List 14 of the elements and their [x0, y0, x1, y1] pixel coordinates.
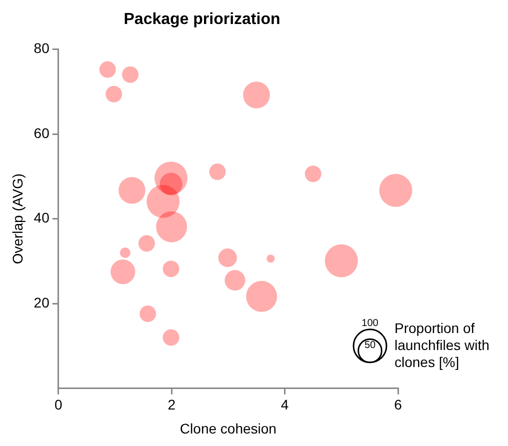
- x-tick-label: 4: [280, 396, 289, 413]
- legend-title: Proportion of launchfiles with clones [%]: [394, 320, 490, 370]
- x-axis-title: Clone cohesion: [180, 420, 276, 436]
- x-tick-label: 2: [168, 396, 176, 413]
- legend-label: 100: [362, 318, 379, 330]
- x-tick-label: 6: [394, 396, 402, 413]
- chart-title: Package priorization: [124, 11, 280, 28]
- legend-label: 50: [364, 340, 376, 351]
- y-tick-label: 60: [34, 124, 50, 141]
- y-tick-label: 40: [34, 210, 50, 226]
- y-tick-label: 80: [34, 40, 50, 56]
- y-axis-title: Overlap (AVG): [9, 173, 26, 264]
- x-tick-label: 0: [54, 396, 62, 413]
- y-tick-label: 20: [34, 294, 50, 310]
